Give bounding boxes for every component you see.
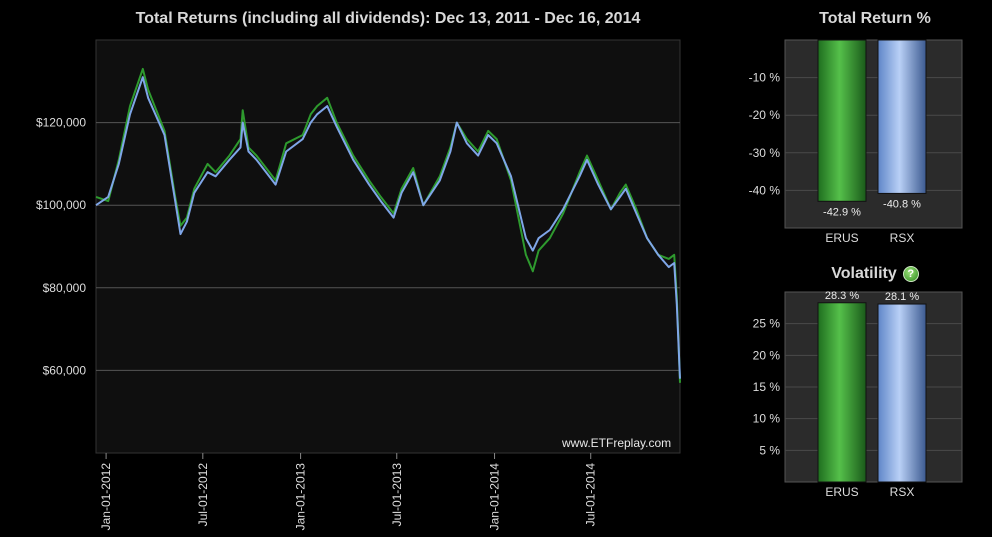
bar-rsx [877, 303, 927, 483]
bar-rsx [877, 39, 927, 194]
y-tick-label: 25 % [753, 317, 781, 331]
y-tick-label: -20 % [749, 108, 781, 122]
total-return-title: Total Return % [819, 10, 931, 27]
category-label: ERUS [825, 231, 858, 245]
y-tick-label: $80,000 [43, 281, 87, 295]
x-tick-label: Jan-01-2012 [99, 463, 113, 531]
y-tick-label: 5 % [759, 443, 780, 457]
return-plot-area [784, 39, 963, 229]
x-tick-label: Jul-01-2013 [390, 463, 404, 527]
category-label: RSX [890, 485, 915, 499]
y-tick-label: $120,000 [36, 116, 86, 130]
x-tick-label: Jan-01-2013 [294, 463, 308, 531]
main-plot-area [95, 39, 681, 454]
question-mark-icon[interactable]: ? [902, 265, 919, 282]
volatility-title-row: Volatility? [785, 265, 965, 283]
bar-erus [817, 302, 867, 483]
watermark: www.ETFreplay.com [562, 436, 672, 450]
x-tick-label: Jan-01-2014 [488, 463, 502, 531]
x-tick-label: Jul-01-2012 [196, 463, 210, 527]
y-tick-label: -40 % [749, 183, 781, 197]
x-tick-label: Jul-01-2014 [584, 463, 598, 527]
volatility-title: Volatility [831, 265, 897, 282]
y-tick-label: $100,000 [36, 198, 86, 212]
series-line-rsx [95, 76, 681, 379]
main-chart-title: Total Returns (including all dividends):… [135, 10, 641, 27]
y-tick-label: $60,000 [43, 363, 87, 377]
bar-value-label: -42.9 % [823, 206, 861, 218]
y-tick-label: 20 % [753, 348, 781, 362]
y-tick-label: 15 % [753, 380, 781, 394]
y-tick-label: -10 % [749, 71, 781, 85]
category-label: ERUS [825, 485, 858, 499]
y-tick-label: 10 % [753, 412, 781, 426]
bar-erus [817, 39, 867, 202]
bar-value-label: 28.3 % [825, 290, 859, 302]
category-label: RSX [890, 231, 915, 245]
y-tick-label: -30 % [749, 146, 781, 160]
bar-value-label: -40.8 % [883, 198, 921, 210]
bar-value-label: 28.1 % [885, 291, 919, 303]
